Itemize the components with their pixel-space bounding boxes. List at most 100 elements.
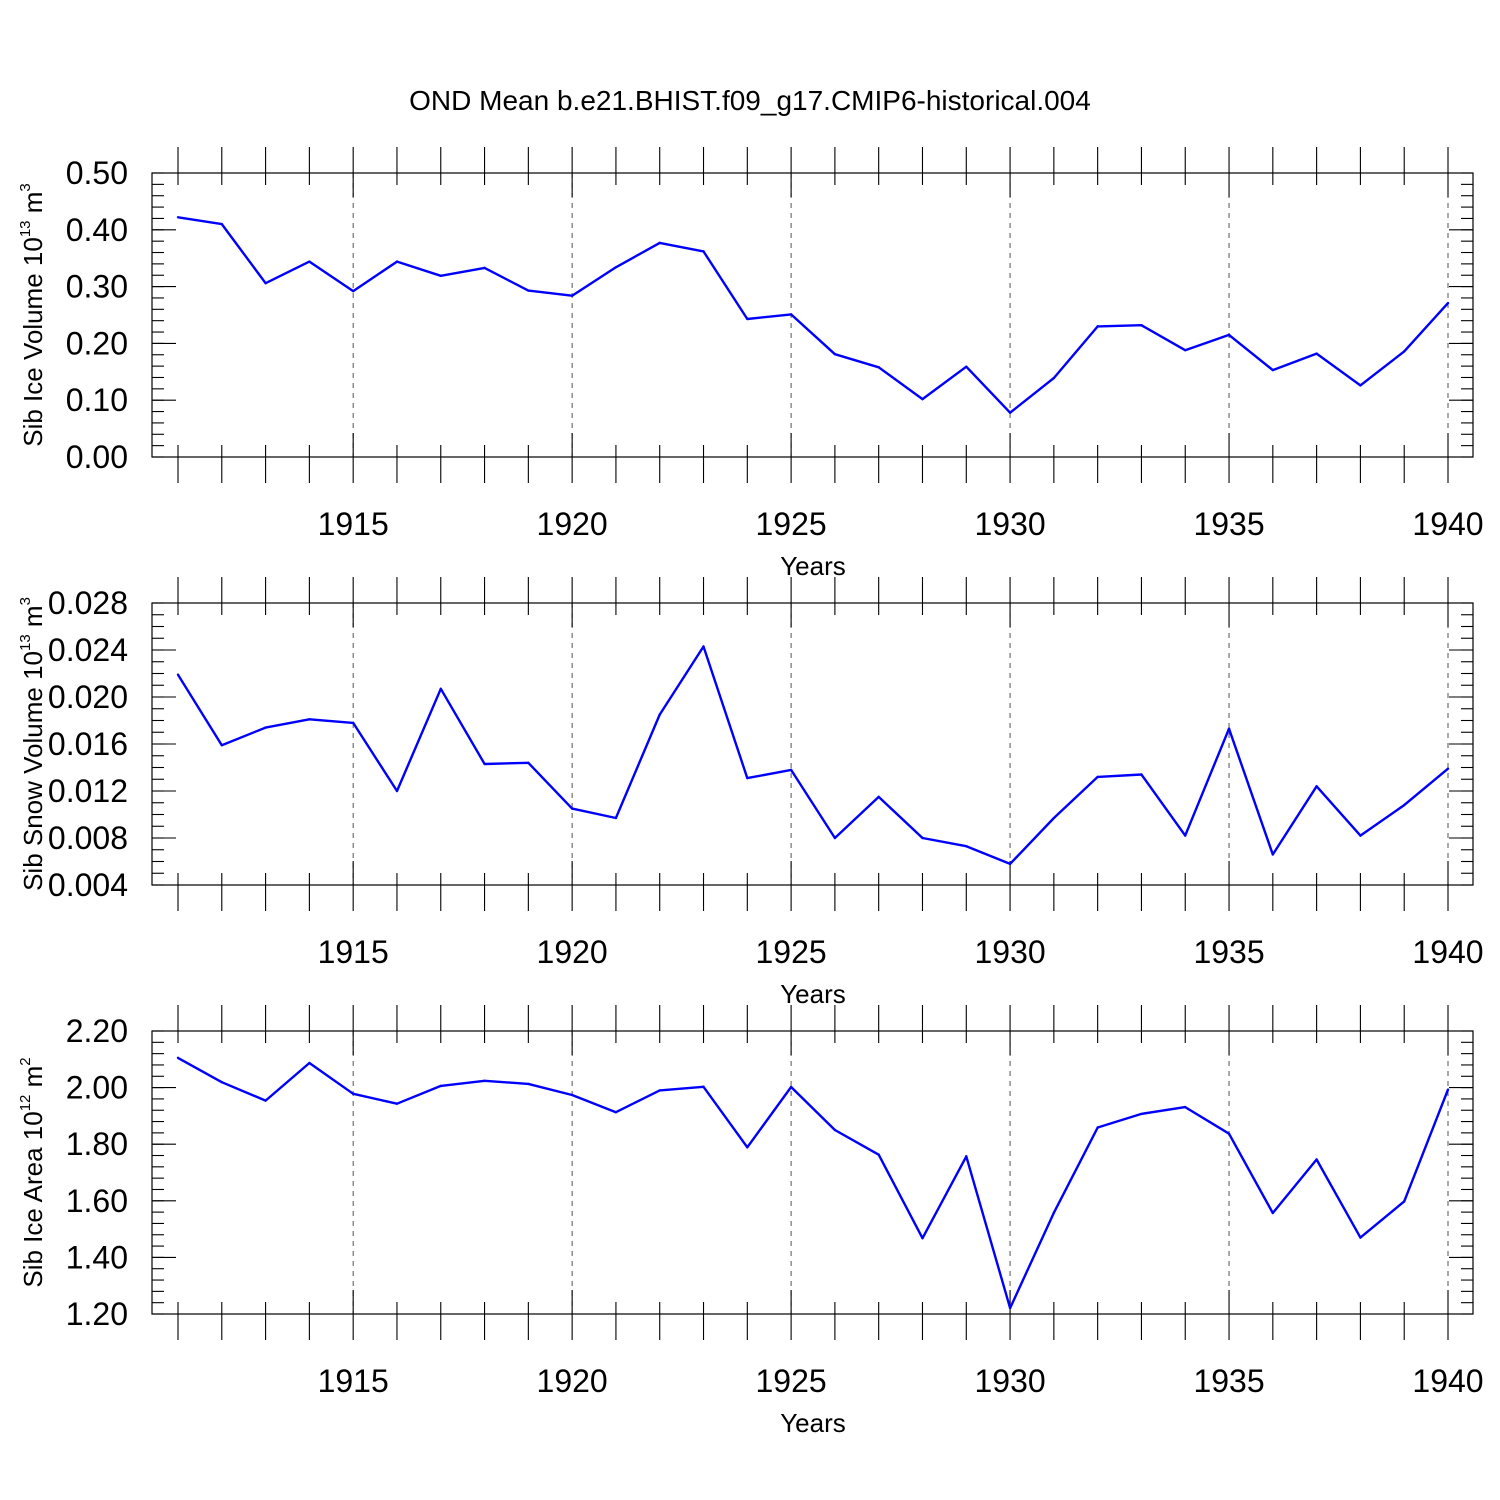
data-point (1140, 1112, 1143, 1116)
data-point (264, 726, 267, 729)
y-axis-label-unit: m (18, 1066, 48, 1095)
y-tick-label: 0.30 (66, 269, 128, 305)
y-tick-label: 2.00 (66, 1070, 128, 1106)
data-point (1184, 1105, 1187, 1109)
data-point (483, 1079, 486, 1083)
x-axis-label: Years (780, 1408, 846, 1438)
y-axis-label-exp: 13 (17, 634, 34, 651)
data-point (833, 352, 837, 356)
data-point (1446, 767, 1450, 770)
data-point (1140, 324, 1143, 327)
data-point (1052, 1211, 1056, 1214)
data-point (1184, 349, 1187, 352)
data-point (1271, 853, 1275, 856)
panel-3: 1.20 1.40 1.60 1.80 2.00 2.20 1915 1920 1925 1930… (17, 1005, 1484, 1438)
panels: 0.00 0.10 0.20 0.30 0.40 0.50 1915 1920 1925 1930… (17, 147, 1484, 1438)
data-point (308, 1061, 311, 1065)
data-point (439, 274, 442, 278)
data-point (439, 687, 442, 690)
y-tick-label: 1.20 (66, 1296, 128, 1332)
data-point (1008, 411, 1012, 414)
x-tick-label: 1940 (1412, 934, 1483, 970)
x-tick-label: 1935 (1193, 934, 1264, 970)
data-point (439, 1084, 442, 1088)
y-axis-label: Sib Ice Area 1012 m2 (17, 1057, 48, 1287)
y-axis-label-unit: m (18, 192, 48, 221)
data-point (614, 816, 618, 820)
series-line (177, 1056, 1450, 1310)
data-point (220, 222, 223, 226)
y-axis-label: Sib Ice Volume 1013 m3 (17, 183, 48, 447)
data-point (658, 1089, 661, 1092)
plot-frame (151, 1030, 1474, 1315)
y-tick-label: 1.40 (66, 1239, 128, 1275)
data-point (789, 768, 793, 772)
data-point (1315, 1158, 1318, 1161)
data-point (351, 1092, 355, 1096)
x-tick-label: 1925 (756, 506, 827, 542)
data-point (833, 836, 837, 840)
panel-1: 0.00 0.10 0.20 0.30 0.40 0.50 1915 1920 1925 1930… (17, 147, 1484, 581)
data-point (395, 789, 399, 793)
data-point (702, 250, 705, 253)
data-point (921, 397, 924, 401)
data-point (264, 1099, 267, 1102)
data-point (614, 1111, 618, 1114)
data-point (833, 1128, 837, 1132)
figure-title: OND Mean b.e21.BHIST.f09_g17.CMIP6-histo… (409, 85, 1091, 116)
data-point (1403, 350, 1406, 353)
data-point (1227, 333, 1231, 337)
x-tick-label: 1915 (318, 934, 389, 970)
x-tick-label: 1925 (756, 934, 827, 970)
data-point (176, 1056, 180, 1060)
data-point (1271, 1211, 1275, 1215)
data-point (1359, 834, 1362, 837)
data-point (965, 365, 968, 368)
data-point (1227, 727, 1231, 730)
data-point (264, 281, 267, 285)
data-point (1096, 1126, 1099, 1129)
plot-frame (151, 172, 1474, 458)
y-axis-label-prefix: Sib Ice Volume 10 (18, 237, 48, 447)
x-tick-label: 1940 (1412, 506, 1483, 542)
x-tick-label: 1915 (318, 1363, 389, 1399)
y-tick-label: 1.80 (66, 1126, 128, 1162)
data-point (570, 1093, 574, 1097)
x-tick-label: 1930 (974, 1363, 1045, 1399)
y-tick-label: 0.020 (48, 679, 128, 715)
data-point (746, 776, 749, 780)
x-tick-label: 1935 (1193, 1363, 1264, 1399)
y-axis-label-prefix: Sib Ice Area 10 (18, 1111, 48, 1287)
y-tick-label: 0.10 (66, 382, 128, 418)
data-point (746, 317, 749, 321)
y-axis-label-prefix: Sib Snow Volume 10 (18, 651, 48, 891)
data-point (1052, 376, 1056, 380)
data-point (877, 795, 880, 799)
y-tick-label: 0.40 (66, 212, 128, 248)
y-tick-label: 0.008 (48, 820, 128, 856)
data-point (1184, 834, 1187, 837)
x-tick-label: 1940 (1412, 1363, 1483, 1399)
y-tick-label: 1.60 (66, 1183, 128, 1219)
data-point (308, 260, 311, 263)
data-point (1008, 862, 1012, 866)
y-tick-label: 2.20 (66, 1013, 128, 1049)
data-point (1271, 368, 1275, 372)
data-point (220, 1081, 223, 1084)
data-point (176, 216, 180, 219)
x-tick-label: 1925 (756, 1363, 827, 1399)
y-axis-label: Sib Snow Volume 1013 m3 (17, 597, 48, 891)
data-point (351, 721, 355, 725)
data-point (658, 713, 661, 716)
data-point (220, 743, 223, 747)
data-point (1315, 352, 1318, 355)
data-point (965, 845, 968, 848)
y-tick-label: 0.50 (66, 155, 128, 191)
data-point (1096, 775, 1099, 779)
data-point (789, 1085, 793, 1089)
data-point (1315, 785, 1318, 788)
x-tick-label: 1915 (318, 506, 389, 542)
data-point (614, 266, 618, 269)
